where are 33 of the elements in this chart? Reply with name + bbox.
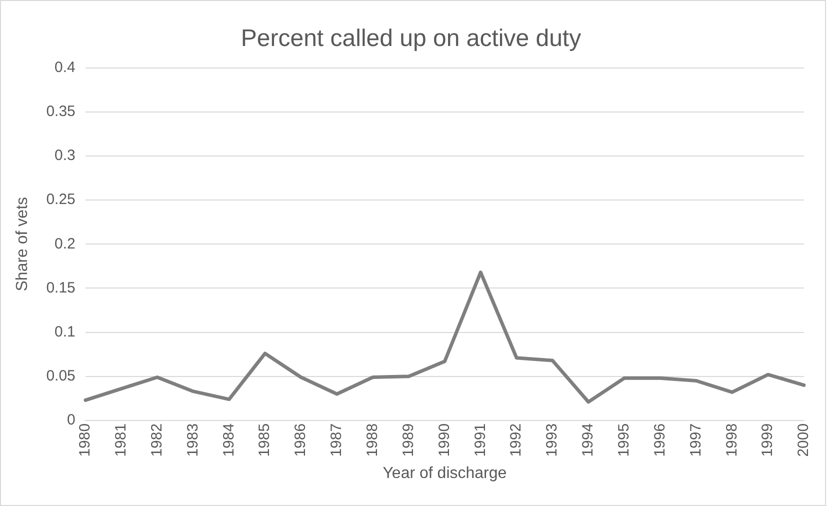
x-tick-label: 1981 [112, 423, 130, 457]
y-tick-label: 0.2 [54, 235, 76, 252]
chart-title: Percent called up on active duty [240, 25, 582, 52]
x-tick-label: 1983 [184, 423, 202, 457]
x-tick-label: 1989 [400, 423, 417, 457]
y-tick-label: 0.35 [46, 103, 76, 120]
x-tick-label: 1984 [220, 423, 238, 457]
y-tick-label: 0 [67, 412, 76, 429]
x-tick-label: 1991 [472, 423, 489, 457]
x-axis-title: Year of discharge [382, 464, 507, 482]
x-tick-label: 1988 [364, 423, 381, 457]
x-tick-label: 1993 [544, 423, 561, 457]
x-tick-label: 1987 [328, 423, 346, 457]
x-tick-label: 1980 [76, 423, 94, 457]
y-tick-label: 0.15 [46, 279, 76, 296]
x-tick-label: 1992 [508, 423, 525, 457]
x-tick-label: 1994 [580, 423, 597, 457]
x-tick-label: 1999 [759, 423, 776, 457]
y-tick-label: 0.1 [54, 323, 76, 340]
x-tick-label: 1986 [292, 423, 310, 457]
x-tick-label: 1990 [436, 423, 453, 457]
x-tick-label: 1995 [615, 423, 632, 457]
y-tick-label: 0.3 [54, 147, 76, 164]
x-tick-label: 1997 [687, 423, 704, 457]
y-tick-label: 0.4 [54, 58, 76, 76]
y-tick-label: 0.05 [46, 367, 76, 384]
x-tick-label: 1982 [148, 423, 166, 457]
x-tick-label: 1996 [651, 423, 668, 457]
y-axis-title: Share of vets [14, 196, 32, 292]
x-tick-label: 2000 [795, 423, 812, 457]
y-tick-label: 0.25 [46, 191, 76, 208]
x-tick-label: 1985 [256, 423, 274, 457]
x-tick-label: 1998 [723, 423, 740, 457]
